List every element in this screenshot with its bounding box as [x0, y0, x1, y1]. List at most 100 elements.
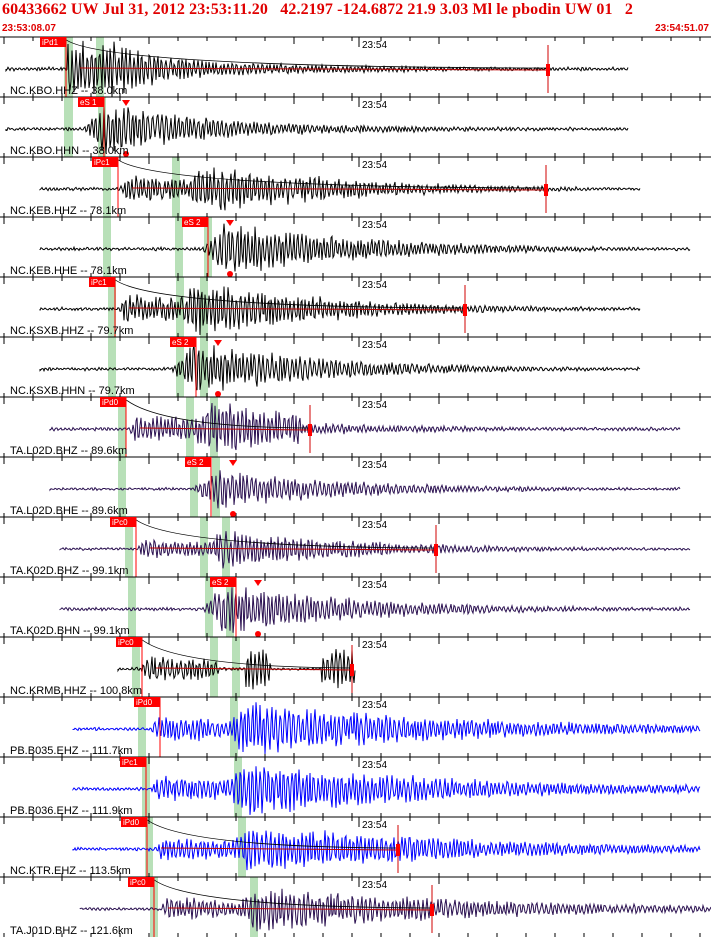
- amplitude-marker: [227, 271, 233, 277]
- phase-pick-flag[interactable]: eS 2: [170, 337, 197, 397]
- phase-pick-flag[interactable]: iPc0: [110, 517, 137, 577]
- window-end-time: 23:54:51.07: [655, 23, 709, 34]
- channel-label: NC.KTR.EHZ -- 113.5km: [10, 865, 131, 877]
- coda-fit: [139, 427, 311, 431]
- amplitude-marker: [255, 631, 261, 637]
- time-ticks: [3, 277, 701, 337]
- phase-pick-flag[interactable]: eS 2: [185, 457, 212, 517]
- channel-panel[interactable]: 23:54 eS 2 NC.KEB.HHE -- 78.1km: [0, 216, 711, 277]
- minute-label: 23:54: [362, 700, 387, 711]
- channel-panel[interactable]: 23:54 iPd0 NC.KTR.EHZ -- 113.5km: [0, 816, 711, 877]
- time-ticks: [3, 397, 701, 457]
- phase-band: [138, 697, 146, 757]
- svg-text:iPc0: iPc0: [118, 638, 134, 647]
- phase-band: [234, 757, 242, 817]
- phase-band: [176, 337, 184, 397]
- time-ticks: [3, 817, 701, 877]
- svg-text:eS 2: eS 2: [184, 218, 201, 227]
- coda-fit: [160, 847, 399, 851]
- time-ticks: [3, 337, 701, 397]
- waveform-trace: [72, 766, 701, 815]
- channel-panel[interactable]: 23:54 iPc0 TA.K02D.BHZ -- 99.1km: [0, 516, 711, 577]
- channel-panel[interactable]: 23:54 eS 1 NC.KBO.HHN -- 38.0km: [0, 96, 711, 157]
- phase-pick-flag[interactable]: iPd0: [134, 697, 161, 757]
- coda-end-handle[interactable]: [463, 304, 467, 316]
- channel-label: TA.L02D.BHE -- 89.6km: [10, 505, 128, 517]
- coda-end-handle[interactable]: [308, 424, 312, 436]
- coda-fit: [131, 187, 547, 191]
- phase-pick-flag[interactable]: eS 2: [210, 577, 237, 637]
- channel-panel[interactable]: 23:54 eS 2 NC.KSXB.HHN -- 79.7km: [0, 336, 711, 397]
- svg-text:iPc1: iPc1: [91, 278, 107, 287]
- amplitude-marker: [214, 340, 222, 346]
- phase-pick-flag[interactable]: iPc1: [89, 277, 116, 337]
- event-title: 60433662 UW Jul 31, 2012 23:53:11.20 42.…: [2, 1, 634, 18]
- minute-label: 23:54: [362, 520, 387, 531]
- phase-pick-flag[interactable]: eS 1: [78, 97, 105, 157]
- channel-panel[interactable]: 23:54 iPc1 PB.B036.EHZ -- 111.9km: [0, 756, 711, 817]
- phase-pick-flag[interactable]: iPd0: [121, 817, 148, 877]
- phase-band: [222, 517, 230, 577]
- minute-label: 23:54: [362, 580, 387, 591]
- channel-panel[interactable]: 23:54 iPc0 TA.J01D.BHZ -- 121.6km: [0, 876, 711, 937]
- amplitude-marker: [229, 460, 237, 466]
- svg-text:iPd1: iPd1: [42, 38, 59, 47]
- coda-end-handle[interactable]: [350, 664, 354, 676]
- waveform-trace: [5, 106, 629, 154]
- channel-label: PB.B036.EHZ -- 111.9km: [10, 805, 132, 817]
- svg-text:iPd0: iPd0: [123, 818, 140, 827]
- phase-pick-flag[interactable]: eS 2: [182, 217, 209, 277]
- coda-end-handle[interactable]: [544, 184, 548, 196]
- waveform-trace: [39, 286, 641, 336]
- channel-panel[interactable]: 23:54 iPc1 NC.KEB.HHZ -- 78.1km: [0, 156, 711, 217]
- svg-text:iPc1: iPc1: [122, 758, 138, 767]
- phase-pick-flag[interactable]: iPc0: [116, 637, 143, 697]
- channel-panel[interactable]: 23:54 iPc1 NC.KSXB.HHZ -- 79.7km: [0, 276, 711, 337]
- coda-fit: [149, 547, 437, 551]
- channel-label: NC.KSXB.HHZ -- 79.7km: [10, 325, 133, 337]
- coda-end-handle[interactable]: [546, 64, 550, 76]
- minute-label: 23:54: [362, 760, 387, 771]
- minute-label: 23:54: [362, 460, 387, 471]
- minute-label: 23:54: [362, 100, 387, 111]
- phase-pick-flag[interactable]: iPd1: [40, 37, 67, 97]
- svg-text:iPc0: iPc0: [130, 878, 146, 887]
- svg-text:eS 2: eS 2: [212, 578, 229, 587]
- time-ticks: [3, 457, 701, 517]
- channel-panel[interactable]: 23:54 iPd0 TA.L02D.BHZ -- 89.6km: [0, 396, 711, 457]
- phase-band: [96, 37, 104, 97]
- channel-label: PB.B035.EHZ -- 111.7km: [10, 745, 132, 757]
- phase-pick-flag[interactable]: iPc0: [128, 877, 155, 937]
- minute-label: 23:54: [362, 400, 387, 411]
- coda-end-handle[interactable]: [396, 844, 400, 856]
- phase-pick-flag[interactable]: iPd0: [100, 397, 127, 457]
- waveform-trace: [72, 830, 701, 871]
- amplitude-marker: [215, 391, 221, 397]
- waveform-trace: [72, 702, 701, 754]
- channel-panel[interactable]: 23:54 iPc0 NC.KRMB.HHZ -- 100.8km: [0, 636, 711, 697]
- coda-curve: [116, 158, 547, 189]
- phase-band: [108, 337, 116, 397]
- waveform-trace: [79, 888, 711, 932]
- coda-end-handle[interactable]: [434, 544, 438, 556]
- waveform-trace: [39, 344, 641, 391]
- channel-label: NC.KEB.HHZ -- 78.1km: [10, 205, 126, 217]
- phase-pick-flag[interactable]: iPc1: [92, 157, 119, 217]
- channel-panel[interactable]: 23:54 iPd1 NC.KBO.HHZ -- 38.0km: [0, 36, 711, 97]
- phase-band: [108, 277, 116, 337]
- svg-text:eS 2: eS 2: [187, 458, 204, 467]
- channel-panel[interactable]: 23:54 iPd0 PB.B035.EHZ -- 111.7km: [0, 696, 711, 757]
- channel-label: TA.L02D.BHZ -- 89.6km: [10, 445, 127, 457]
- phase-band: [118, 397, 126, 457]
- phase-pick-flag[interactable]: iPc1: [120, 757, 147, 817]
- channel-panel[interactable]: 23:54 eS 2 TA.K02D.BHN -- 99.1km: [0, 576, 711, 637]
- waveform-trace: [59, 587, 691, 633]
- svg-text:iPc1: iPc1: [94, 158, 110, 167]
- phase-band: [205, 577, 213, 637]
- coda-end-handle[interactable]: [430, 904, 434, 916]
- channel-panel[interactable]: 23:54 eS 2 TA.L02D.BHE -- 89.6km: [0, 456, 711, 517]
- channel-label: TA.J01D.BHZ -- 121.6km: [10, 925, 133, 937]
- phase-band: [175, 217, 183, 277]
- time-ticks: [3, 877, 701, 937]
